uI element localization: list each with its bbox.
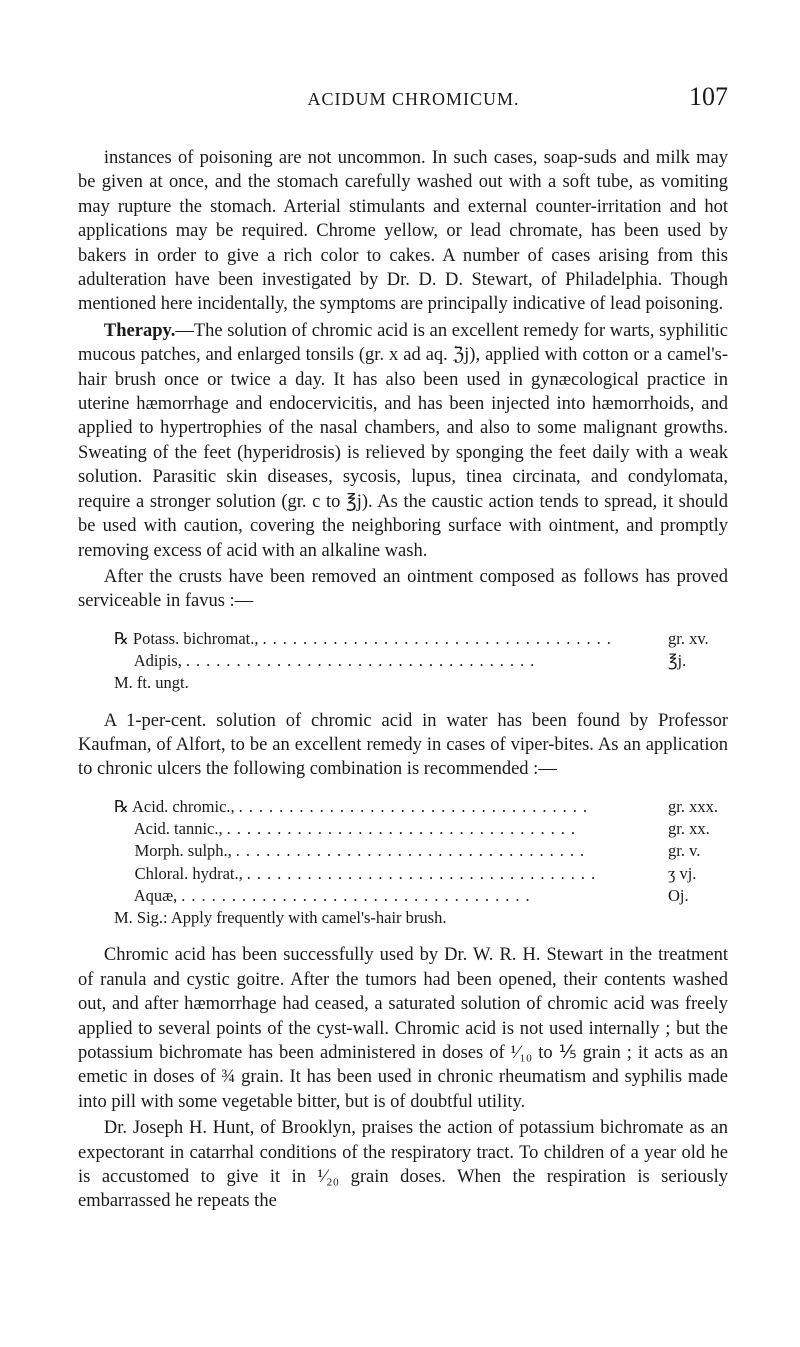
leader-dots	[243, 863, 668, 885]
leader-dots	[182, 650, 668, 672]
prescription-block-2: ℞ Acid. chromic., gr. xxx. Acid. tannic.…	[114, 796, 728, 930]
therapy-heading: Therapy.	[104, 321, 175, 341]
page-number: 107	[689, 82, 728, 112]
prescription-block-1: ℞ Potass. bichromat., gr. xv. Adipis, ℥j…	[114, 628, 728, 695]
rx-ingredient: Acid. tannic.,	[114, 818, 223, 840]
leader-dots	[259, 628, 669, 650]
rx-amount: gr. xv.	[668, 628, 728, 650]
rx-amount: gr. xx.	[668, 818, 728, 840]
rx-amount: ʒ vj.	[668, 863, 728, 885]
running-head: ACIDUM CHROMICUM.	[78, 89, 689, 110]
rx-row: Aquæ, Oj.	[114, 885, 728, 907]
rx-ingredient: ℞ Potass. bichromat.,	[114, 628, 259, 650]
rx-amount: gr. v.	[668, 840, 728, 862]
leader-dots	[232, 840, 668, 862]
rx-row: ℞ Potass. bichromat., gr. xv.	[114, 628, 728, 650]
rx-ingredient: Adipis,	[114, 650, 182, 672]
paragraph-4: A 1-per-cent. solution of chromic acid i…	[78, 709, 728, 782]
rx-amount: ℥j.	[668, 650, 728, 672]
rx-mix-line: M. ft. ungt.	[114, 672, 728, 694]
paragraph-3: After the crusts have been removed an oi…	[78, 565, 728, 614]
rx-row: Morph. sulph., gr. v.	[114, 840, 728, 862]
leader-dots	[177, 885, 668, 907]
paragraph-1: instances of poisoning are not uncommon.…	[78, 146, 728, 317]
rx-amount: Oj.	[668, 885, 728, 907]
paragraph-2-text: —The solution of chromic acid is an exce…	[78, 321, 728, 561]
rx-ingredient: Chloral. hydrat.,	[114, 863, 243, 885]
leader-dots	[223, 818, 668, 840]
paragraph-6: Dr. Joseph H. Hunt, of Brooklyn, praises…	[78, 1116, 728, 1214]
rx-ingredient: ℞ Acid. chromic.,	[114, 796, 235, 818]
rx-row: ℞ Acid. chromic., gr. xxx.	[114, 796, 728, 818]
leader-dots	[235, 796, 668, 818]
rx-ingredient: Aquæ,	[114, 885, 177, 907]
page: ACIDUM CHROMICUM. 107 instances of poiso…	[0, 0, 800, 1347]
rx-row: Acid. tannic., gr. xx.	[114, 818, 728, 840]
rx-amount: gr. xxx.	[668, 796, 728, 818]
page-header: ACIDUM CHROMICUM. 107	[78, 82, 728, 112]
rx-ingredient: Morph. sulph.,	[114, 840, 232, 862]
rx-row: Chloral. hydrat., ʒ vj.	[114, 863, 728, 885]
paragraph-5: Chromic acid has been successfully used …	[78, 943, 728, 1114]
rx-sig: M. Sig.: Apply frequently with camel's-h…	[114, 907, 728, 929]
paragraph-therapy: Therapy.—The solution of chromic acid is…	[78, 319, 728, 563]
rx-row: Adipis, ℥j.	[114, 650, 728, 672]
